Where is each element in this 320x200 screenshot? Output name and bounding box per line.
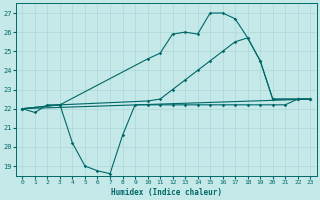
X-axis label: Humidex (Indice chaleur): Humidex (Indice chaleur) <box>111 188 222 197</box>
